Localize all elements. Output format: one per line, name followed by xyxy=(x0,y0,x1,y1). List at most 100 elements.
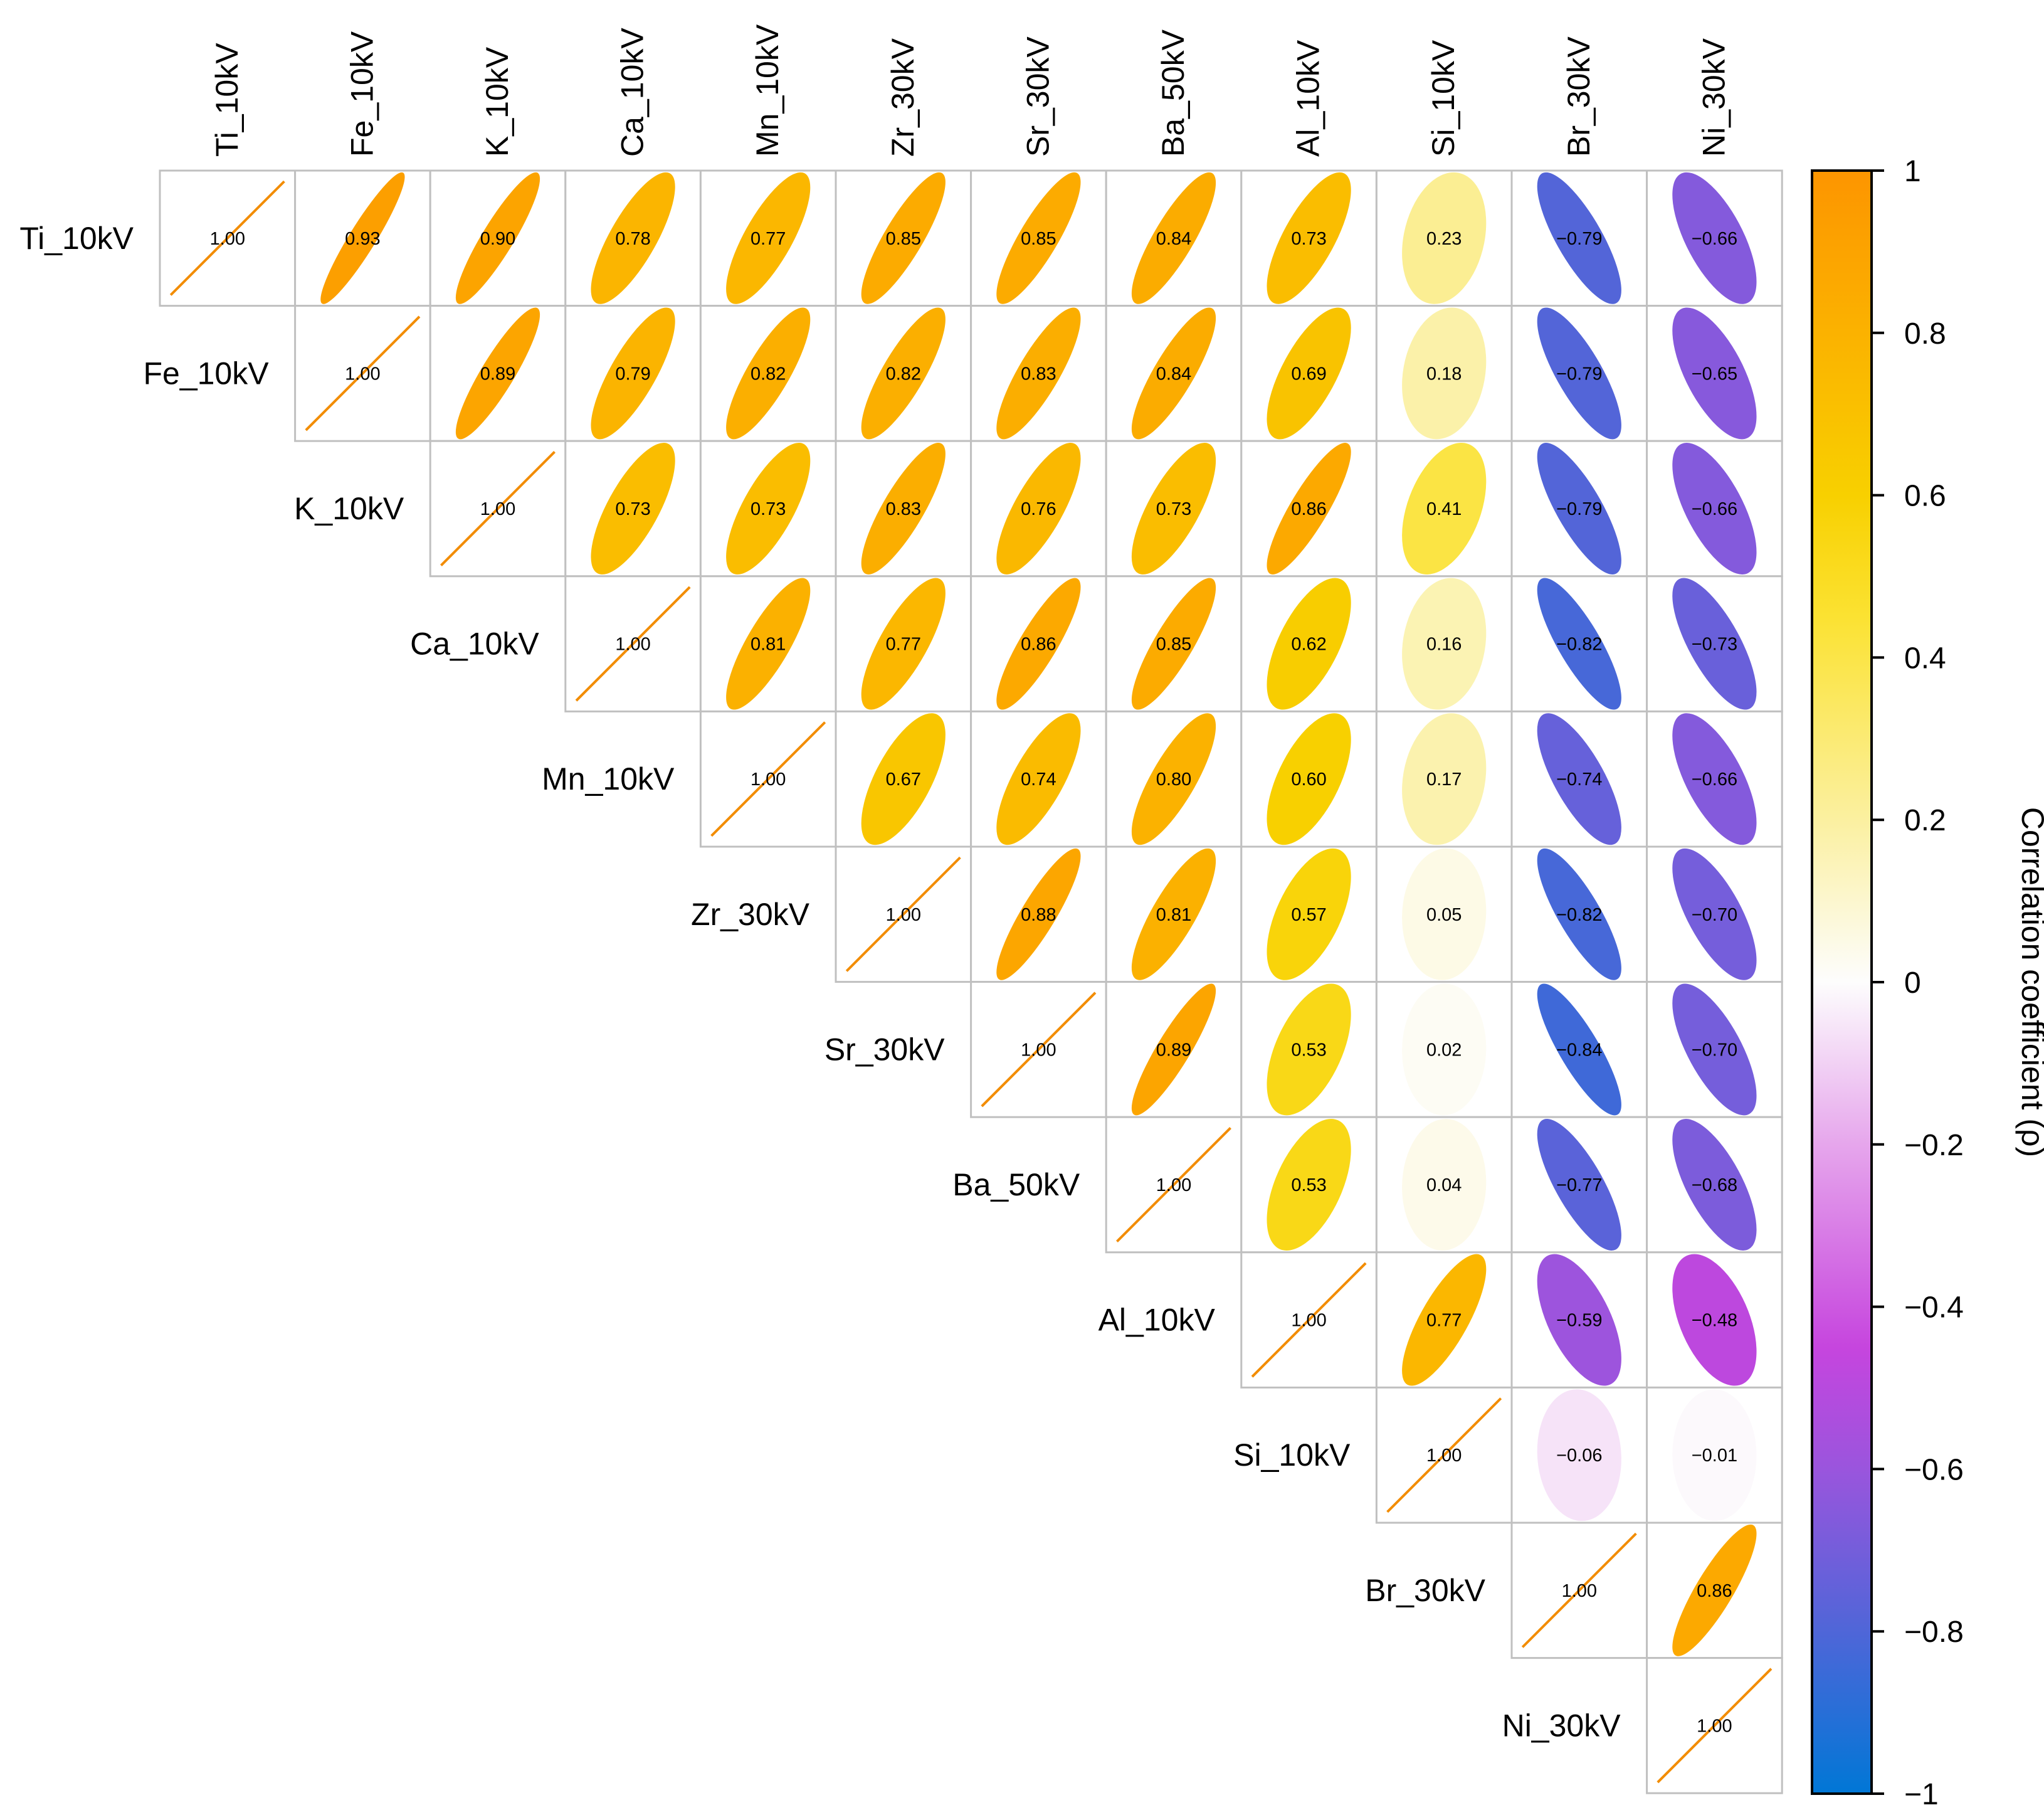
cell-value: 0.16 xyxy=(1426,635,1462,655)
colorbar-tick-label: 0.8 xyxy=(1904,317,1946,351)
cell-value: 0.84 xyxy=(1156,229,1191,249)
cell-value: 0.18 xyxy=(1426,364,1462,384)
matrix-cell: 0.85 xyxy=(970,169,1107,307)
cell-value: −0.06 xyxy=(1556,1446,1602,1466)
correlation-ellipse xyxy=(591,172,675,304)
correlation-ellipse xyxy=(1131,443,1216,574)
matrix-cell: 0.73 xyxy=(564,440,702,578)
row-label: K_10kV xyxy=(294,491,404,526)
cell-value: 1.00 xyxy=(1426,1446,1462,1466)
cell-value: 0.04 xyxy=(1426,1175,1462,1195)
matrix-cell: 0.73 xyxy=(1105,440,1243,578)
cell-value: 0.78 xyxy=(615,229,650,249)
correlation-ellipse xyxy=(1672,307,1757,440)
diagonal-line xyxy=(575,586,691,702)
cell-value: −0.73 xyxy=(1692,635,1737,655)
colorbar-tick-label: 0.6 xyxy=(1904,480,1946,513)
cell-value: 0.57 xyxy=(1291,905,1326,925)
matrix-cell: 0.53 xyxy=(1240,981,1378,1118)
colorbar-tick-label: −0.8 xyxy=(1904,1616,1964,1649)
matrix-cell: 0.81 xyxy=(699,575,837,712)
matrix-cell: 1.00 xyxy=(429,440,567,578)
matrix-cell: 0.83 xyxy=(835,440,972,578)
column-labels: Ti_10kV Fe_10kV K_10kV Ca_10kV Mn_10kV Zr_30k… xyxy=(209,24,1732,157)
cell-value: 0.62 xyxy=(1291,635,1326,655)
correlation-ellipse xyxy=(1131,983,1216,1116)
correlation-ellipse xyxy=(726,307,811,440)
matrix-cell: 0.89 xyxy=(1105,981,1243,1118)
matrix-cell: 0.62 xyxy=(1240,575,1378,712)
correlation-ellipse xyxy=(861,578,946,710)
cell-value: 0.67 xyxy=(886,770,921,790)
cell-value: 1.00 xyxy=(1697,1716,1732,1736)
matrix-cell: 0.89 xyxy=(429,305,567,442)
correlation-ellipse xyxy=(1672,1254,1757,1386)
correlation-ellipse xyxy=(1402,1254,1487,1386)
cell-value: −0.79 xyxy=(1556,364,1602,384)
correlation-ellipse xyxy=(1537,307,1621,440)
matrix-cells: 1.00 0.93 0.90 0.78 0.77 0.85 0.85 0.84 0.73 0.23… xyxy=(159,169,1783,1794)
cell-value: 0.74 xyxy=(1021,770,1056,790)
diagonal-line xyxy=(440,451,556,566)
correlation-ellipse xyxy=(861,172,946,304)
diagonal-line xyxy=(981,992,1097,1108)
cell-value: −0.59 xyxy=(1556,1311,1602,1331)
correlation-ellipse xyxy=(1131,713,1216,845)
cell-value: 1.00 xyxy=(615,635,650,655)
matrix-cell: 1.00 xyxy=(294,305,431,442)
matrix-cell: 1.00 xyxy=(159,169,297,307)
cell-value: 0.89 xyxy=(1156,1040,1191,1060)
colorbar-tick-label: −0.2 xyxy=(1904,1129,1964,1162)
cell-value: 0.73 xyxy=(1156,499,1191,519)
row-labels: Ti_10kV Fe_10kV K_10kV Ca_10kV Mn_10kV Zr_30k… xyxy=(19,221,1621,1744)
matrix-cell: 0.78 xyxy=(564,169,702,307)
matrix-cell: 0.74 xyxy=(970,710,1107,848)
cell-value: 0.81 xyxy=(751,635,786,655)
cell-value: −0.77 xyxy=(1556,1175,1602,1195)
correlation-ellipse xyxy=(996,172,1081,304)
matrix-cell: 0.60 xyxy=(1240,710,1378,848)
cell-value: 0.73 xyxy=(751,499,786,519)
matrix-cell: −0.48 xyxy=(1646,1251,1783,1389)
correlation-ellipse xyxy=(1672,848,1757,980)
correlation-ellipse xyxy=(1537,578,1621,710)
matrix-cell: −0.79 xyxy=(1510,169,1648,307)
cell-border xyxy=(1646,575,1783,712)
diagonal-line xyxy=(845,856,961,972)
correlation-ellipse xyxy=(1267,307,1351,440)
correlation-ellipse xyxy=(1131,578,1216,710)
matrix-cell: 0.86 xyxy=(1240,440,1378,578)
row-label: Si_10kV xyxy=(1233,1437,1351,1473)
matrix-cell: 0.73 xyxy=(699,440,837,578)
cell-value: −0.66 xyxy=(1692,499,1737,519)
cell-value: −0.82 xyxy=(1556,905,1602,925)
correlation-ellipse xyxy=(1267,443,1351,574)
column-label: Fe_10kV xyxy=(344,31,379,157)
correlation-ellipse xyxy=(1402,172,1487,304)
matrix-cell: 0.86 xyxy=(970,575,1107,712)
correlation-ellipse xyxy=(726,443,811,574)
cell-value: 1.00 xyxy=(1562,1581,1597,1601)
matrix-cell: 0.67 xyxy=(835,710,972,848)
cell-value: −0.79 xyxy=(1556,229,1602,249)
cell-value: 0.83 xyxy=(886,499,921,519)
correlation-ellipse xyxy=(1267,578,1351,710)
cell-value: 0.23 xyxy=(1426,229,1462,249)
matrix-cell: 1.00 xyxy=(699,710,837,848)
matrix-cell: 1.00 xyxy=(1646,1657,1783,1794)
matrix-cell: 1.00 xyxy=(1240,1251,1378,1389)
row-label: Sr_30kV xyxy=(824,1032,945,1067)
column-label: Ba_50kV xyxy=(1156,29,1191,157)
correlation-ellipse xyxy=(1402,848,1487,980)
correlation-ellipse xyxy=(1402,713,1487,845)
correlation-ellipse xyxy=(1537,172,1621,304)
cell-value: 0.02 xyxy=(1426,1040,1462,1060)
cell-value: −0.79 xyxy=(1556,499,1602,519)
column-label: Ti_10kV xyxy=(209,43,245,157)
cell-value: 1.00 xyxy=(1021,1040,1056,1060)
matrix-cell: 1.00 xyxy=(1105,1116,1243,1254)
row-label: Zr_30kV xyxy=(691,897,810,932)
matrix-cell: 0.04 xyxy=(1375,1116,1513,1254)
matrix-cell: −0.65 xyxy=(1646,305,1783,442)
colorbar-tick-label: 0 xyxy=(1904,966,1921,1000)
